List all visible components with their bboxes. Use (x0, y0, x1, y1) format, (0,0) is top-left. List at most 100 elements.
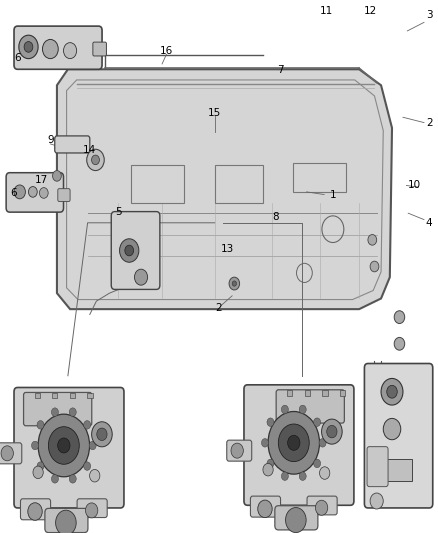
Circle shape (84, 421, 91, 429)
Circle shape (51, 474, 58, 483)
Circle shape (69, 474, 76, 483)
Circle shape (267, 459, 274, 467)
Circle shape (37, 421, 44, 429)
FancyBboxPatch shape (251, 496, 280, 517)
Circle shape (42, 39, 58, 59)
Circle shape (370, 493, 383, 509)
Text: 16: 16 (160, 46, 173, 55)
FancyBboxPatch shape (21, 499, 50, 520)
Circle shape (281, 472, 288, 480)
Circle shape (279, 424, 309, 462)
Circle shape (319, 467, 330, 479)
Circle shape (33, 466, 43, 479)
Text: 7: 7 (277, 66, 284, 75)
Text: 9: 9 (47, 135, 54, 145)
Circle shape (39, 188, 48, 198)
Bar (35, 393, 40, 399)
FancyBboxPatch shape (14, 26, 102, 69)
Circle shape (64, 43, 77, 59)
Text: 2: 2 (215, 303, 223, 313)
Circle shape (84, 462, 91, 470)
Bar (340, 391, 345, 396)
Bar (372, 459, 412, 481)
Bar (70, 393, 75, 399)
Circle shape (19, 35, 38, 59)
Circle shape (53, 171, 61, 181)
Circle shape (232, 281, 237, 286)
Circle shape (281, 405, 288, 414)
Circle shape (327, 425, 337, 438)
Circle shape (286, 507, 306, 532)
Bar (131, 165, 184, 203)
Circle shape (48, 427, 79, 464)
Circle shape (97, 428, 107, 441)
Circle shape (319, 439, 326, 447)
Circle shape (314, 459, 321, 467)
Circle shape (387, 385, 397, 398)
FancyBboxPatch shape (45, 508, 88, 532)
Text: 12: 12 (364, 6, 377, 15)
Circle shape (299, 472, 306, 480)
FancyBboxPatch shape (93, 42, 106, 56)
Circle shape (229, 277, 240, 290)
FancyBboxPatch shape (275, 506, 318, 530)
FancyBboxPatch shape (77, 499, 107, 518)
Circle shape (267, 418, 274, 426)
Bar (293, 163, 346, 192)
FancyBboxPatch shape (55, 136, 90, 153)
Circle shape (321, 419, 342, 444)
Circle shape (383, 418, 401, 440)
Bar (322, 391, 328, 396)
Text: 2: 2 (426, 118, 433, 127)
FancyBboxPatch shape (14, 387, 124, 508)
Circle shape (92, 155, 99, 165)
Text: 3: 3 (426, 10, 433, 20)
Circle shape (314, 418, 321, 426)
FancyBboxPatch shape (0, 443, 22, 464)
Bar (215, 165, 263, 203)
Circle shape (87, 149, 104, 171)
FancyBboxPatch shape (364, 364, 433, 508)
FancyBboxPatch shape (111, 212, 160, 289)
FancyBboxPatch shape (307, 496, 337, 515)
Circle shape (38, 414, 89, 477)
Circle shape (24, 42, 33, 52)
Circle shape (134, 269, 148, 285)
FancyBboxPatch shape (276, 390, 344, 423)
Bar (305, 391, 310, 396)
Circle shape (28, 187, 37, 197)
Circle shape (56, 510, 76, 533)
FancyBboxPatch shape (24, 392, 92, 426)
Text: 14: 14 (83, 146, 96, 155)
Text: 17: 17 (35, 175, 48, 185)
Circle shape (51, 408, 58, 416)
Circle shape (288, 435, 300, 450)
Text: 1: 1 (329, 190, 336, 199)
Circle shape (263, 463, 273, 476)
FancyBboxPatch shape (58, 189, 70, 201)
Circle shape (370, 261, 379, 272)
FancyBboxPatch shape (244, 385, 354, 505)
Text: 10: 10 (407, 181, 420, 190)
Circle shape (1, 446, 14, 461)
Text: 6: 6 (10, 189, 17, 198)
Circle shape (258, 500, 272, 518)
FancyBboxPatch shape (367, 447, 388, 487)
Circle shape (394, 337, 405, 350)
Text: 5: 5 (115, 207, 122, 217)
Circle shape (14, 185, 25, 199)
Text: 8: 8 (272, 213, 279, 222)
FancyBboxPatch shape (227, 440, 252, 461)
Circle shape (394, 311, 405, 324)
Circle shape (58, 438, 70, 453)
Bar (287, 391, 293, 396)
Text: 15: 15 (208, 108, 221, 118)
Circle shape (315, 500, 328, 515)
Text: 13: 13 (221, 245, 234, 254)
Circle shape (268, 411, 320, 474)
Circle shape (299, 405, 306, 414)
Circle shape (92, 422, 112, 447)
Circle shape (231, 443, 244, 458)
Circle shape (89, 470, 100, 482)
Circle shape (120, 239, 139, 262)
